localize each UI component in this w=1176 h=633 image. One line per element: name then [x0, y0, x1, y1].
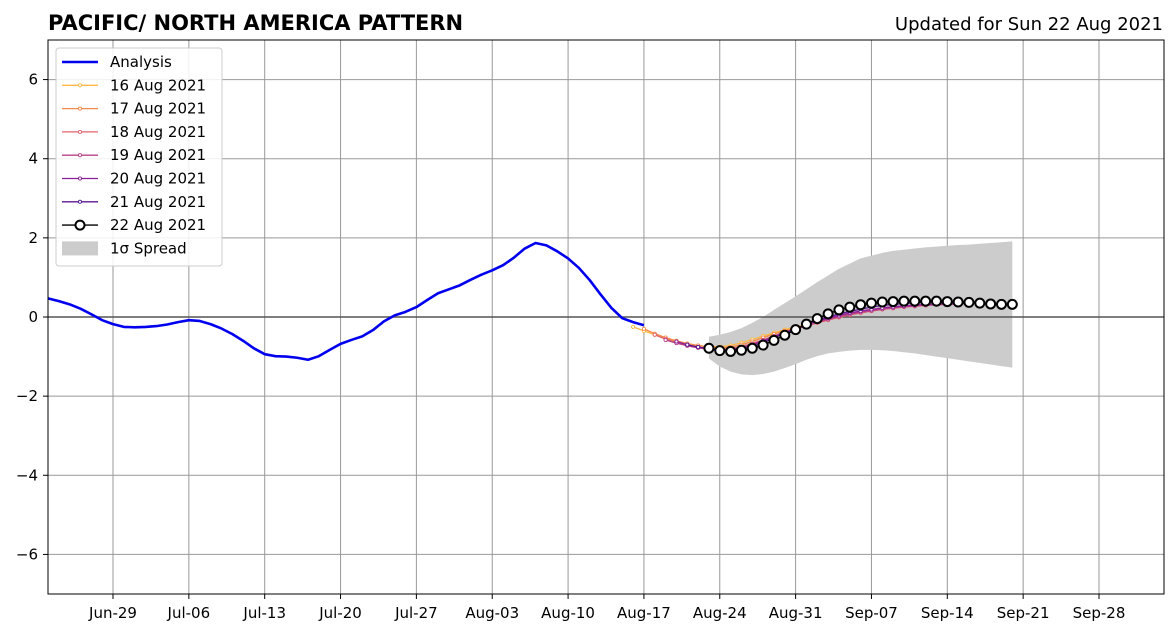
forecast-point-f22-0	[703, 342, 715, 354]
y-tick-label-0: −6	[16, 545, 38, 563]
forecast-point-f22-2	[725, 345, 737, 357]
forecast-point-f22-23	[952, 296, 964, 308]
legend-label-f20: 20 Aug 2021	[110, 170, 206, 188]
forecast-point-f22-22	[941, 296, 953, 308]
y-tick-label-2: −2	[16, 387, 38, 405]
x-tick-label-3: Jul-20	[318, 604, 362, 622]
legend-label-f17: 17 Aug 2021	[110, 100, 206, 118]
x-tick-label-13: Sep-28	[1073, 604, 1126, 622]
x-axis-ticks: Jun-29 Jul-06 Jul-13 Jul-20 Jul-27 Aug-03 Aug-…	[88, 594, 1125, 622]
forecast-point-f22-6	[768, 334, 780, 346]
forecast-point-f16-0	[631, 324, 636, 329]
legend-label-spread: 1σ Spread	[110, 239, 187, 257]
x-tick-label-4: Jul-27	[394, 604, 438, 622]
x-tick-label-0: Jun-29	[88, 604, 137, 622]
legend-swatch-marker-f21	[77, 199, 83, 204]
x-tick-label-2: Jul-13	[242, 604, 286, 622]
forecast-point-f22-9	[800, 318, 812, 330]
analysis-line	[47, 241, 645, 362]
legend-box	[55, 47, 223, 267]
forecast-point-f22-13	[844, 301, 856, 313]
y-tick-label-3: 0	[28, 308, 38, 326]
legend-swatch-marker-f19	[77, 153, 83, 158]
legend-swatch-marker-f17	[77, 106, 83, 111]
chart-title: PACIFIC/ NORTH AMERICA PATTERN	[48, 11, 463, 35]
forecast-point-f22-12	[833, 304, 845, 316]
x-tick-label-12: Sep-21	[997, 604, 1050, 622]
forecast-point-f21-1	[696, 345, 701, 350]
forecast-point-f17-0	[641, 326, 646, 331]
legend-swatch-marker-f22	[74, 219, 86, 231]
y-tick-label-4: 2	[28, 229, 38, 247]
x-tick-label-10: Sep-07	[845, 604, 898, 622]
forecast-point-f22-10	[811, 313, 823, 325]
y-tick-label-6: 6	[28, 71, 38, 89]
forecast-point-f22-5	[757, 339, 769, 351]
forecast-point-f22-15	[865, 297, 877, 309]
x-tick-label-11: Sep-14	[921, 604, 974, 622]
forecast-point-f22-8	[790, 324, 802, 336]
forecast-point-f22-1	[714, 345, 726, 357]
forecast-point-f22-16	[876, 296, 888, 308]
forecast-point-f22-4	[746, 342, 758, 354]
forecast-point-f21-0	[685, 342, 690, 347]
forecast-point-f22-3	[735, 344, 747, 356]
y-tick-label-5: 4	[28, 150, 38, 168]
forecast-point-f22-28	[1006, 298, 1018, 310]
legend: Analysis 16 Aug 2021 17 Aug 2021 18 Aug 202…	[55, 47, 223, 267]
legend-label-f22: 22 Aug 2021	[110, 216, 206, 234]
x-tick-label-8: Aug-24	[693, 604, 747, 622]
forecast-point-f20-0	[674, 339, 679, 344]
y-axis-ticks: −6 −4 −2 0 2 4 6	[16, 71, 48, 563]
forecast-point-f19-0	[663, 337, 668, 343]
forecast-point-f22-17	[887, 296, 899, 308]
x-tick-label-7: Aug-17	[617, 604, 671, 622]
forecast-point-f22-26	[985, 298, 997, 310]
legend-label-f19: 19 Aug 2021	[110, 146, 206, 164]
forecast-point-f22-24	[963, 296, 975, 308]
forecast-point-f22-20	[920, 295, 932, 307]
forecast-point-f22-18	[898, 295, 910, 307]
forecast-point-f22-19	[909, 295, 921, 307]
x-tick-label-9: Aug-31	[769, 604, 823, 622]
forecast-point-f22-21	[930, 295, 942, 307]
legend-label-f21: 21 Aug 2021	[110, 193, 206, 211]
legend-label-analysis: Analysis	[110, 53, 172, 71]
legend-swatch-marker-f18	[77, 129, 83, 134]
chart-subtitle: Updated for Sun 22 Aug 2021	[895, 14, 1163, 35]
forecast-point-f22-27	[995, 298, 1007, 310]
forecast-point-f22-7	[779, 329, 791, 341]
forecast-point-f18-0	[652, 332, 657, 337]
legend-swatch-marker-f16	[77, 83, 83, 88]
forecast-point-f22-25	[974, 297, 986, 309]
forecast-point-f22-11	[822, 308, 834, 320]
legend-swatch-marker-f20	[77, 176, 83, 181]
forecast-point-f22-14	[855, 299, 867, 311]
x-tick-label-6: Aug-10	[541, 604, 595, 622]
series-layer	[47, 241, 1018, 362]
x-tick-label-1: Jul-06	[167, 604, 211, 622]
x-tick-label-5: Aug-03	[465, 604, 519, 622]
legend-label-f16: 16 Aug 2021	[110, 76, 206, 94]
legend-swatch-spread	[62, 241, 98, 256]
y-tick-label-1: −4	[16, 466, 38, 484]
legend-label-f18: 18 Aug 2021	[110, 123, 206, 141]
